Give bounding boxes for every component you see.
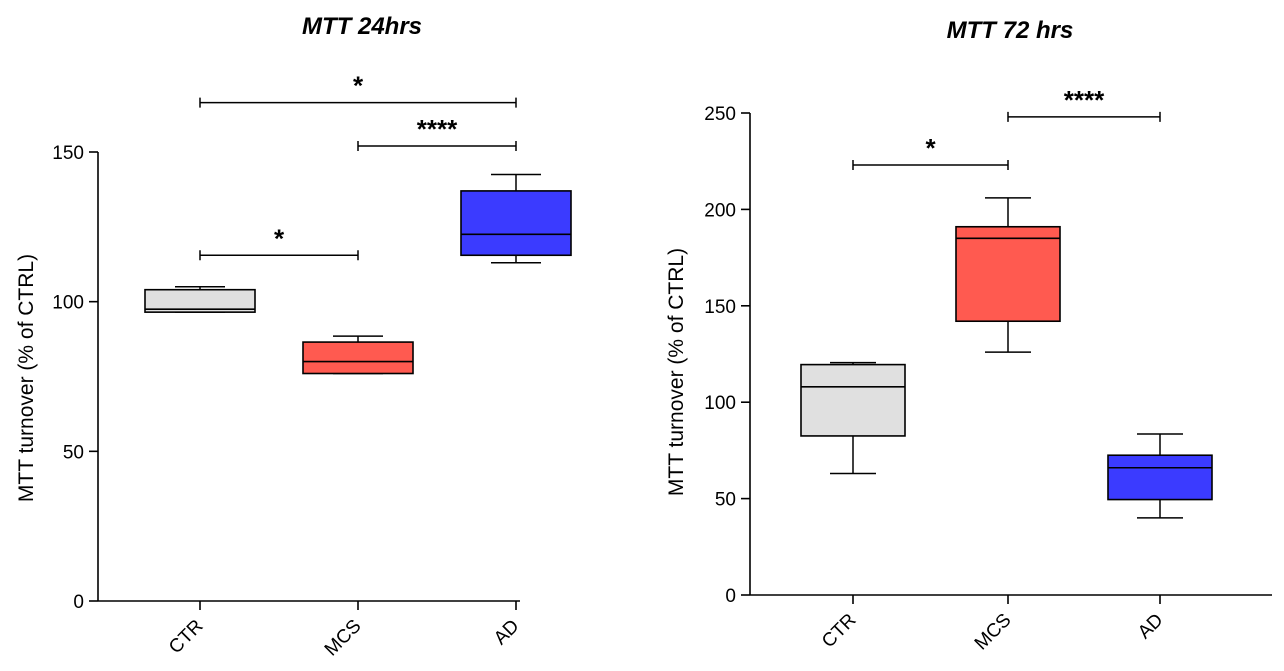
- c24-ctr-box: [144, 288, 256, 313]
- c24-sig-mcs-ad-bracket: [357, 141, 517, 152]
- c72-y-tick-label-100: 100: [704, 393, 736, 414]
- c72-sig-mcs-ad-label: ****: [1064, 85, 1105, 115]
- c24-x-label-ctr: CTR: [165, 616, 207, 658]
- c72-y-tick-label-200: 200: [704, 200, 736, 221]
- c24-sig-ctr-mcs-bracket: [199, 250, 359, 261]
- c24-y-tick-label-150: 150: [52, 143, 84, 164]
- c72-y-tick-label-250: 250: [704, 104, 736, 125]
- c72-y-tick-label-150: 150: [704, 297, 736, 318]
- c72-x-label-mcs: MCS: [971, 610, 1016, 655]
- c72-y-tick-label-0: 0: [725, 586, 736, 607]
- c24-x-label-ad: AD: [490, 616, 524, 650]
- c24-sig-ctr-mcs-label: *: [274, 223, 285, 253]
- c24-sig-ctr-ad-label: *: [353, 71, 364, 101]
- c24-y-tick-label-50: 50: [63, 442, 84, 463]
- chart-24hrs: MTT 24hrs MTT turnover (% of CTRL) 0 50 100 1…: [15, 13, 572, 661]
- c72-sig-ctr-mcs-bracket: [852, 160, 1009, 171]
- c72-title: MTT 72 hrs: [947, 17, 1074, 44]
- c24-y-axis-label: MTT turnover (% of CTRL): [15, 254, 38, 502]
- c72-mcs-box: [955, 225, 1061, 323]
- c24-sig-mcs-ad-label: ****: [417, 114, 458, 144]
- c72-x-label-ad: AD: [1134, 610, 1168, 644]
- c24-x-label-mcs: MCS: [321, 616, 366, 661]
- c72-x-label-ctr: CTR: [818, 610, 860, 652]
- c72-ctr-box: [800, 363, 906, 437]
- c72-y-axis-label: MTT turnover (% of CTRL): [665, 248, 688, 496]
- c24-sig-ctr-ad-bracket: [199, 97, 517, 108]
- c72-y-tick-label-50: 50: [715, 490, 736, 511]
- c24-y-tick-label-100: 100: [52, 293, 84, 314]
- c72-ad-box: [1107, 454, 1213, 501]
- c24-title: MTT 24hrs: [302, 13, 422, 40]
- c24-mcs-box: [302, 341, 414, 375]
- c72-sig-mcs-ad-bracket: [1007, 111, 1161, 122]
- chart-72hrs: MTT 72 hrs MTT turnover (% of CTRL) 0 50 100…: [665, 17, 1272, 654]
- c24-y-tick-label-0: 0: [73, 592, 84, 613]
- c72-sig-ctr-mcs-label: *: [925, 133, 936, 163]
- c24-ad-box: [460, 190, 572, 257]
